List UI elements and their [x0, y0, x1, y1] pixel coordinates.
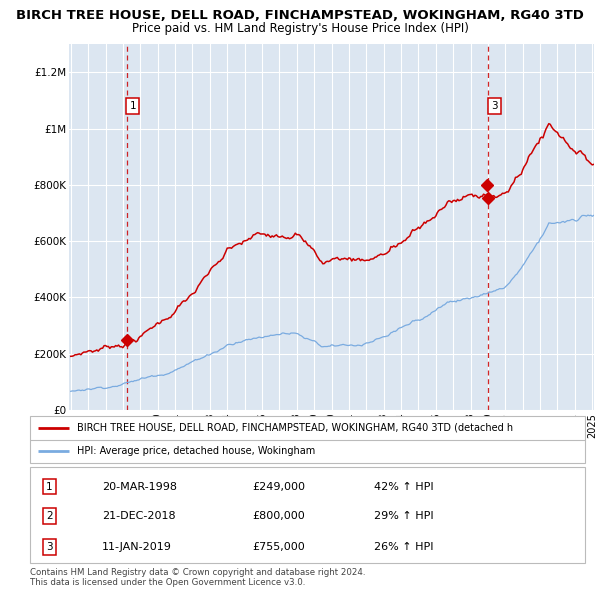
Text: 2: 2 [46, 512, 53, 522]
Text: £755,000: £755,000 [252, 542, 305, 552]
Text: £249,000: £249,000 [252, 481, 305, 491]
FancyBboxPatch shape [30, 416, 585, 463]
Text: 3: 3 [46, 542, 53, 552]
Text: 11-JAN-2019: 11-JAN-2019 [102, 542, 172, 552]
Text: 21-DEC-2018: 21-DEC-2018 [102, 512, 176, 522]
Text: Contains HM Land Registry data © Crown copyright and database right 2024.
This d: Contains HM Land Registry data © Crown c… [30, 568, 365, 587]
Text: 1: 1 [130, 101, 136, 111]
Text: 29% ↑ HPI: 29% ↑ HPI [374, 512, 434, 522]
Text: HPI: Average price, detached house, Wokingham: HPI: Average price, detached house, Woki… [77, 447, 316, 456]
Text: 42% ↑ HPI: 42% ↑ HPI [374, 481, 434, 491]
Text: 3: 3 [491, 101, 498, 111]
Text: Price paid vs. HM Land Registry's House Price Index (HPI): Price paid vs. HM Land Registry's House … [131, 22, 469, 35]
FancyBboxPatch shape [30, 467, 585, 563]
Text: 1: 1 [46, 481, 53, 491]
Text: £800,000: £800,000 [252, 512, 305, 522]
Text: BIRCH TREE HOUSE, DELL ROAD, FINCHAMPSTEAD, WOKINGHAM, RG40 3TD (detached h: BIRCH TREE HOUSE, DELL ROAD, FINCHAMPSTE… [77, 423, 513, 432]
Text: 26% ↑ HPI: 26% ↑ HPI [374, 542, 434, 552]
Text: 20-MAR-1998: 20-MAR-1998 [102, 481, 177, 491]
Text: BIRCH TREE HOUSE, DELL ROAD, FINCHAMPSTEAD, WOKINGHAM, RG40 3TD: BIRCH TREE HOUSE, DELL ROAD, FINCHAMPSTE… [16, 9, 584, 22]
